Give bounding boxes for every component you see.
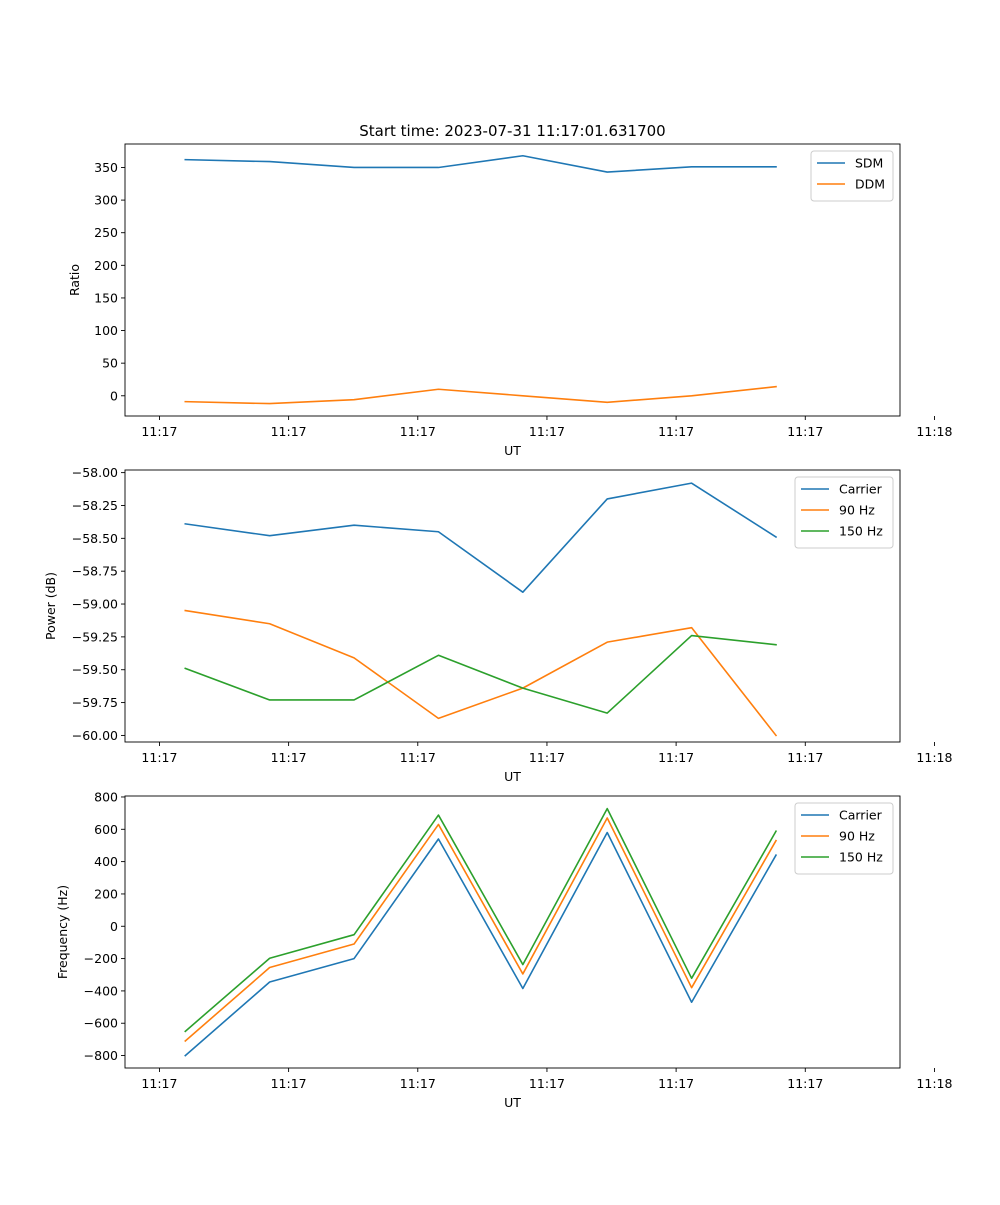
y-tick-label: 200 <box>94 258 118 273</box>
x-axis-label: UT <box>504 769 521 784</box>
series-line-90-hz <box>184 609 778 737</box>
y-axis-label: Ratio <box>67 264 82 296</box>
legend-label: Carrier <box>839 808 883 823</box>
y-tick-label: −60.00 <box>72 728 118 743</box>
x-tick-label: 11:18 <box>916 424 952 439</box>
x-tick-label: 11:17 <box>141 750 177 765</box>
x-tick-label: 11:18 <box>916 750 952 765</box>
y-tick-label: −600 <box>84 1016 118 1031</box>
y-tick-label: −59.75 <box>72 695 118 710</box>
x-tick-label: 11:17 <box>658 1076 694 1091</box>
y-tick-label: 300 <box>94 193 118 208</box>
series-line-150-hz <box>184 807 778 1033</box>
legend: SDM DDM <box>810 150 894 202</box>
x-tick-label: 11:17 <box>271 424 307 439</box>
x-axis-label: UT <box>504 443 521 458</box>
legend-label: 150 Hz <box>839 524 883 539</box>
series-line-90-hz <box>184 817 778 1043</box>
series-line-150-hz <box>184 634 777 714</box>
y-tick-label: 0 <box>110 388 118 403</box>
power-panel: −60.00 −59.75 −59.50 −59.25 −59.00 −58.75 −58.… <box>43 465 952 784</box>
legend-label: 90 Hz <box>839 503 875 518</box>
frequency-panel: −800 −600 −400 −200 0 200 400 600 800 11:17 11:17 1… <box>55 789 952 1110</box>
legend-label: SDM <box>855 156 883 171</box>
legend-label: 90 Hz <box>839 829 875 844</box>
y-tick-label: 800 <box>94 789 118 804</box>
y-tick-label: 400 <box>94 854 118 869</box>
legend-label: DDM <box>855 177 885 192</box>
x-tick-label: 11:17 <box>271 750 307 765</box>
x-tick-label: 11:17 <box>400 1076 436 1091</box>
y-tick-label: −59.00 <box>72 597 118 612</box>
y-tick-label: 600 <box>94 822 118 837</box>
legend: Carrier 90 Hz 150 Hz <box>794 476 894 549</box>
x-tick-label: 11:17 <box>400 750 436 765</box>
x-tick-label: 11:17 <box>787 1076 823 1091</box>
y-tick-label: −800 <box>84 1048 118 1063</box>
y-tick-label: 250 <box>94 225 118 240</box>
series-line-carrier <box>184 831 778 1057</box>
y-axis-label: Frequency (Hz) <box>55 885 70 979</box>
y-tick-label: 100 <box>94 323 118 338</box>
y-tick-label: 200 <box>94 886 118 901</box>
chart-title: Start time: 2023-07-31 11:17:01.631700 <box>359 122 665 140</box>
x-axis-label: UT <box>504 1095 521 1110</box>
legend-label: 150 Hz <box>839 850 883 865</box>
y-tick-label: −58.75 <box>72 564 118 579</box>
x-tick-label: 11:17 <box>787 424 823 439</box>
y-tick-label: 0 <box>110 919 118 934</box>
legend: Carrier 90 Hz 150 Hz <box>794 802 894 875</box>
x-tick-label: 11:17 <box>787 750 823 765</box>
axes-frame <box>124 469 901 743</box>
series-line-carrier <box>184 482 778 594</box>
y-tick-label: −58.50 <box>72 531 118 546</box>
x-tick-label: 11:18 <box>916 1076 952 1091</box>
x-tick-label: 11:17 <box>141 424 177 439</box>
y-tick-label: −200 <box>84 951 118 966</box>
x-tick-label: 11:17 <box>529 424 565 439</box>
legend-label: Carrier <box>839 482 883 497</box>
y-tick-label: 150 <box>94 290 118 305</box>
series-line-sdm <box>184 154 777 173</box>
y-tick-label: −58.25 <box>72 498 118 513</box>
x-tick-label: 11:17 <box>529 750 565 765</box>
y-tick-label: 50 <box>102 356 118 371</box>
series-line-ddm <box>184 385 777 405</box>
y-tick-label: −58.00 <box>72 465 118 480</box>
axes-frame <box>124 143 901 417</box>
ratio-panel: 0 50 100 150 200 250 300 350 11:17 11:17 11:17 11:1… <box>67 143 952 458</box>
y-tick-label: 350 <box>94 160 118 175</box>
y-tick-label: −59.50 <box>72 662 118 677</box>
x-tick-label: 11:17 <box>529 1076 565 1091</box>
x-tick-label: 11:17 <box>400 424 436 439</box>
x-tick-label: 11:17 <box>658 750 694 765</box>
x-tick-label: 11:17 <box>141 1076 177 1091</box>
x-tick-label: 11:17 <box>658 424 694 439</box>
x-tick-label: 11:17 <box>271 1076 307 1091</box>
axes-frame <box>124 795 901 1069</box>
y-axis-label: Power (dB) <box>43 572 58 640</box>
y-tick-label: −400 <box>84 983 118 998</box>
y-tick-label: −59.25 <box>72 629 118 644</box>
